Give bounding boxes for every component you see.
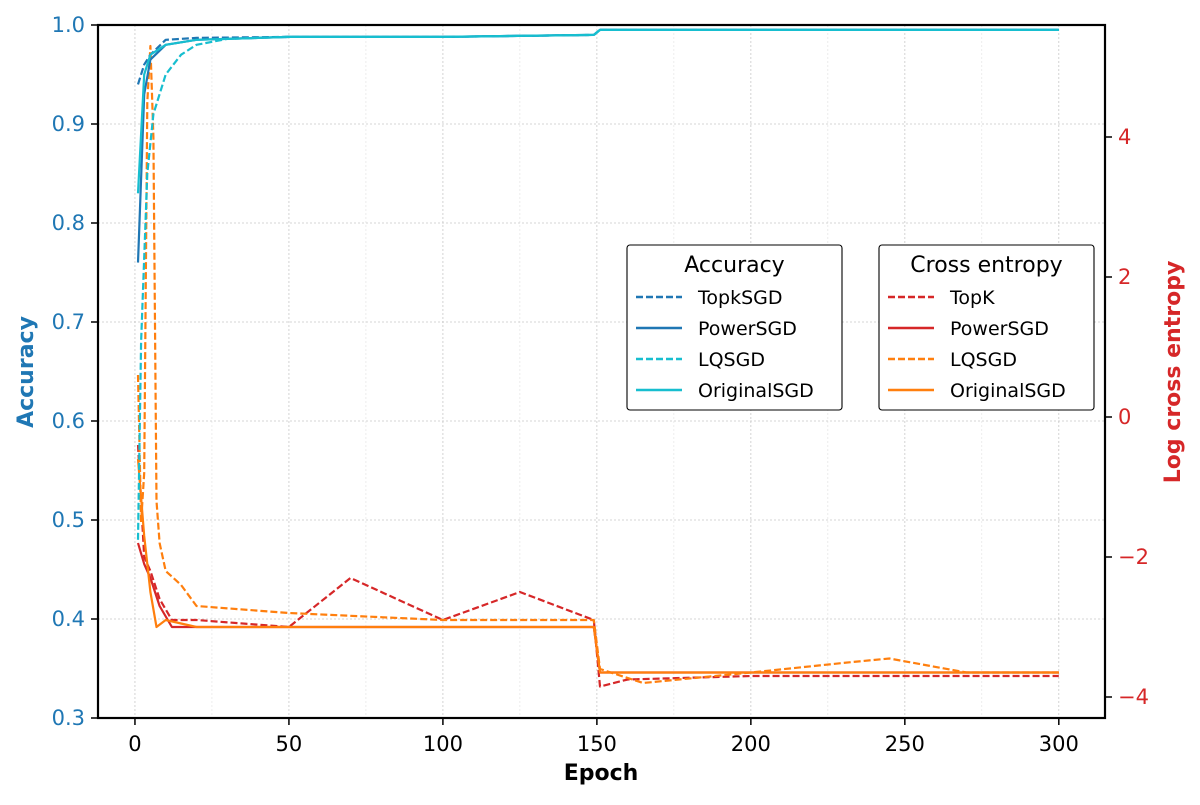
y-right-tick-label: −2 [1118,545,1149,569]
series-line-originalsgd-accuracy [136,28,1059,194]
series-group [136,28,1059,688]
legend-frame [878,244,1095,411]
series-line-originalsgd-cross-entropy [136,458,1059,674]
y-axis-right-title: Log cross entropy [1161,261,1186,484]
x-tick-label: 250 [885,732,925,756]
y-axis-left-title: Accuracy [14,316,39,428]
legend-label: PowerSGD [950,318,1049,340]
x-axis: 0 50 100 150 200 250 300 [128,718,1079,756]
y-left-tick-label: 0.3 [52,706,85,730]
legend-label: PowerSGD [698,318,797,340]
y-right-tick-label: 4 [1118,125,1131,149]
y-left-tick-label: 0.6 [52,409,85,433]
y-left-tick-label: 1.0 [52,13,85,37]
legends: AccuracyTopkSGDPowerSGDLQSGDOriginalSGDC… [626,244,1095,411]
y-axis-right: −4 −2 0 2 4 [1105,125,1149,709]
legend-label: TopK [949,287,995,309]
legend-accuracy: Accuracy TopkSGD PowerSGD LQSGD OriginalSGD [626,244,843,411]
x-tick-label: 150 [577,732,617,756]
x-tick-label: 0 [128,732,141,756]
x-tick-label: 300 [1039,732,1079,756]
legend-cross-entropy: Cross entropy TopK PowerSGD LQSGD OriginalSG… [878,244,1095,411]
y-left-tick-label: 0.9 [52,112,85,136]
x-axis-title: Epoch [564,761,639,786]
y-left-tick-label: 0.8 [52,211,85,235]
legend-label: OriginalSGD [698,380,814,402]
legend-label: LQSGD [698,349,765,371]
legend-label: LQSGD [950,349,1017,371]
legend-title: Accuracy [684,253,784,278]
x-tick-label: 100 [423,732,463,756]
legend-label: OriginalSGD [950,380,1066,402]
y-right-tick-label: 2 [1118,265,1131,289]
plot-frame [96,23,1107,720]
legend-frame [626,244,843,411]
y-axis-left: 0.3 0.4 0.5 0.6 0.7 0.8 0.9 1.0 [52,13,98,730]
y-left-tick-label: 0.4 [52,607,85,631]
series-line-lqsgd-cross-entropy [136,44,1059,685]
y-left-tick-label: 0.7 [52,310,85,334]
grid [98,24,1105,719]
y-left-tick-label: 0.5 [52,508,85,532]
x-tick-label: 200 [731,732,771,756]
series-line-powersgd-accuracy [136,28,1059,263]
y-right-tick-label: −4 [1118,685,1149,709]
legend-title: Cross entropy [910,253,1062,278]
x-tick-label: 50 [276,732,303,756]
legend-label: TopkSGD [697,287,782,309]
y-right-tick-label: 0 [1118,405,1131,429]
